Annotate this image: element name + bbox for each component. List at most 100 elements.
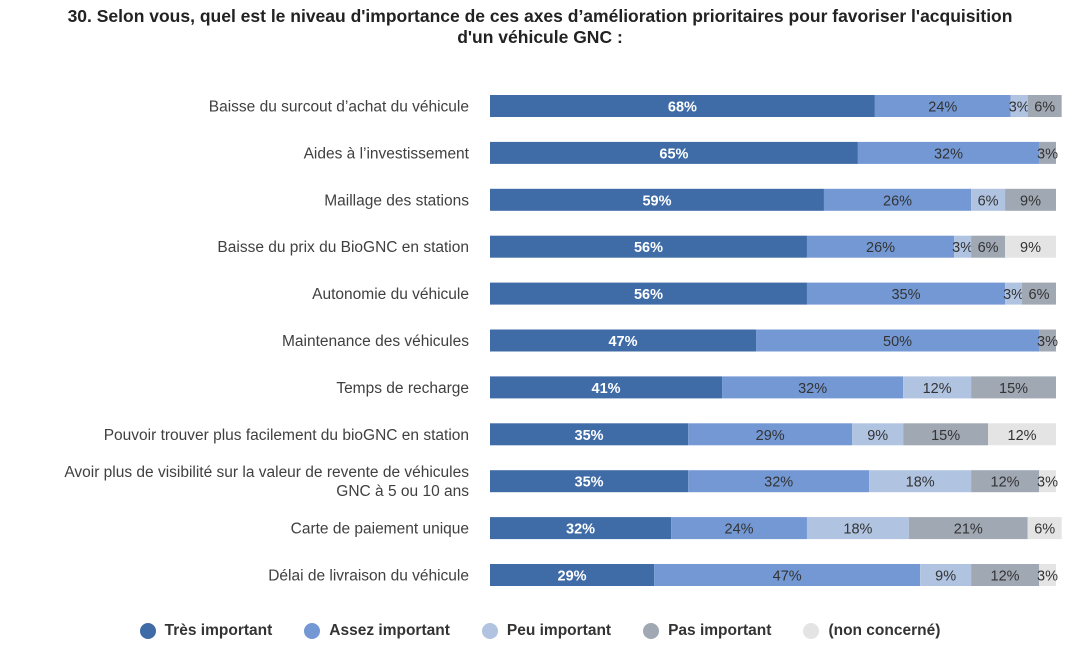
legend-item: (non concerné): [803, 622, 940, 640]
bar-segment: [988, 423, 1056, 446]
bar-segment: [1039, 141, 1056, 164]
bar-segment: [869, 470, 972, 493]
data-label: 24%: [725, 522, 754, 538]
bar-segment: [1005, 282, 1023, 305]
data-label: 26%: [866, 240, 895, 256]
data-label: 35%: [575, 428, 604, 444]
category-label: Aides à l’investissement: [304, 145, 470, 162]
data-label: 56%: [634, 287, 663, 303]
data-label: 32%: [934, 146, 963, 162]
data-label: 35%: [891, 287, 920, 303]
data-label: 29%: [756, 428, 785, 444]
data-label: 6%: [978, 240, 999, 256]
bar-segment: [1027, 517, 1062, 540]
category-label-line: Temps de recharge: [336, 380, 469, 397]
data-label: 56%: [634, 240, 663, 256]
category-label: Délai de livraison du véhicule: [268, 568, 469, 585]
category-label: Carte de paiement unique: [291, 521, 469, 538]
bar-segment: [1027, 95, 1062, 117]
data-label: 15%: [999, 381, 1028, 397]
category-label-line: Aides à l’investissement: [304, 145, 470, 162]
bar-segment: [852, 423, 904, 446]
bar-segment: [490, 470, 689, 493]
data-label: 26%: [883, 193, 912, 209]
bar-segment: [903, 376, 972, 399]
data-label: 29%: [558, 569, 587, 585]
bar-segment: [920, 564, 972, 586]
stacked-bar-chart: Baisse du surcout d’achat du véhicule 68%…: [64, 95, 1062, 586]
bar-segment: [490, 141, 858, 164]
data-label: 6%: [1034, 100, 1055, 116]
data-label: 47%: [773, 569, 802, 585]
bar-segment: [1039, 329, 1056, 352]
category-label: Maintenance des véhicules: [282, 333, 469, 350]
category-label-line: Baisse du surcout d’achat du véhicule: [209, 99, 469, 116]
legend-item: Très important: [139, 622, 272, 640]
data-label: 32%: [764, 475, 793, 491]
data-label: 9%: [1020, 193, 1041, 209]
bar-segment: [654, 564, 921, 586]
chart-title-line-2: d'un véhicule GNC :: [457, 27, 623, 47]
bar-segment: [671, 517, 807, 540]
data-label: 18%: [906, 475, 935, 491]
data-label: 6%: [1029, 287, 1050, 303]
bar-segment: [490, 329, 757, 352]
data-label: 50%: [883, 334, 912, 350]
bar-segment: [971, 470, 1040, 493]
category-label-line: Carte de paiement unique: [291, 521, 469, 538]
category-label-line: Maillage des stations: [324, 192, 469, 209]
data-label: 9%: [867, 428, 888, 444]
data-label: 32%: [798, 381, 827, 397]
category-label-line: Baisse du prix du BioGNC en station: [217, 239, 469, 256]
category-label-line: GNC à 5 ou 10 ans: [336, 483, 469, 500]
data-label: 21%: [954, 522, 983, 538]
data-label: 12%: [1008, 428, 1037, 444]
legend-swatch: [304, 623, 321, 639]
bar-segment: [971, 188, 1006, 211]
legend-swatch: [803, 623, 820, 639]
legend-label: Assez important: [329, 622, 450, 639]
bar-segment: [1010, 95, 1028, 117]
bar-segment: [490, 282, 807, 305]
category-label: Pouvoir trouver plus facilement du bioGN…: [104, 427, 469, 444]
bar-segment: [490, 188, 824, 211]
data-label: 3%: [1037, 475, 1058, 491]
legend-item: Assez important: [304, 622, 450, 640]
bar-segment: [874, 95, 1011, 117]
bar-segment: [806, 517, 909, 540]
category-label: Baisse du prix du BioGNC en station: [217, 239, 469, 256]
bar-segment: [954, 235, 972, 258]
bar-segment: [1005, 235, 1056, 258]
data-label: 6%: [978, 193, 999, 209]
bar-segment: [823, 188, 972, 211]
legend-label: (non concerné): [828, 622, 941, 639]
bar-segment: [1039, 470, 1056, 493]
category-label-line: Maintenance des véhicules: [282, 333, 469, 350]
data-label: 15%: [931, 428, 960, 444]
bar-segment: [971, 235, 1006, 258]
data-label: 3%: [1037, 569, 1058, 585]
data-label: 9%: [1020, 240, 1041, 256]
category-label: Autonomie du véhicule: [312, 286, 469, 303]
bar-segment: [1022, 282, 1056, 305]
bar-segment: [490, 376, 723, 399]
chart-title-line-1: 30. Selon vous, quel est le niveau d'imp…: [67, 6, 1013, 26]
bar-segment: [1005, 188, 1056, 211]
bar-segment: [490, 564, 655, 586]
data-label: 3%: [1037, 334, 1058, 350]
bar-segment: [1039, 564, 1056, 586]
category-label: Baisse du surcout d’achat du véhicule: [209, 99, 469, 116]
legend-swatch: [139, 623, 156, 639]
data-label: 9%: [935, 569, 956, 585]
bar-segment: [490, 235, 807, 258]
data-label: 68%: [668, 100, 697, 116]
category-label: Maillage des stations: [324, 192, 469, 209]
data-label: 32%: [566, 522, 595, 538]
bar-segment: [806, 282, 1006, 305]
data-label: 12%: [991, 475, 1020, 491]
bar-segment: [971, 564, 1040, 586]
bar-segment: [688, 470, 870, 493]
bar-segment: [722, 376, 904, 399]
category-label-line: Délai de livraison du véhicule: [268, 568, 469, 585]
category-label: Temps de recharge: [336, 380, 469, 397]
